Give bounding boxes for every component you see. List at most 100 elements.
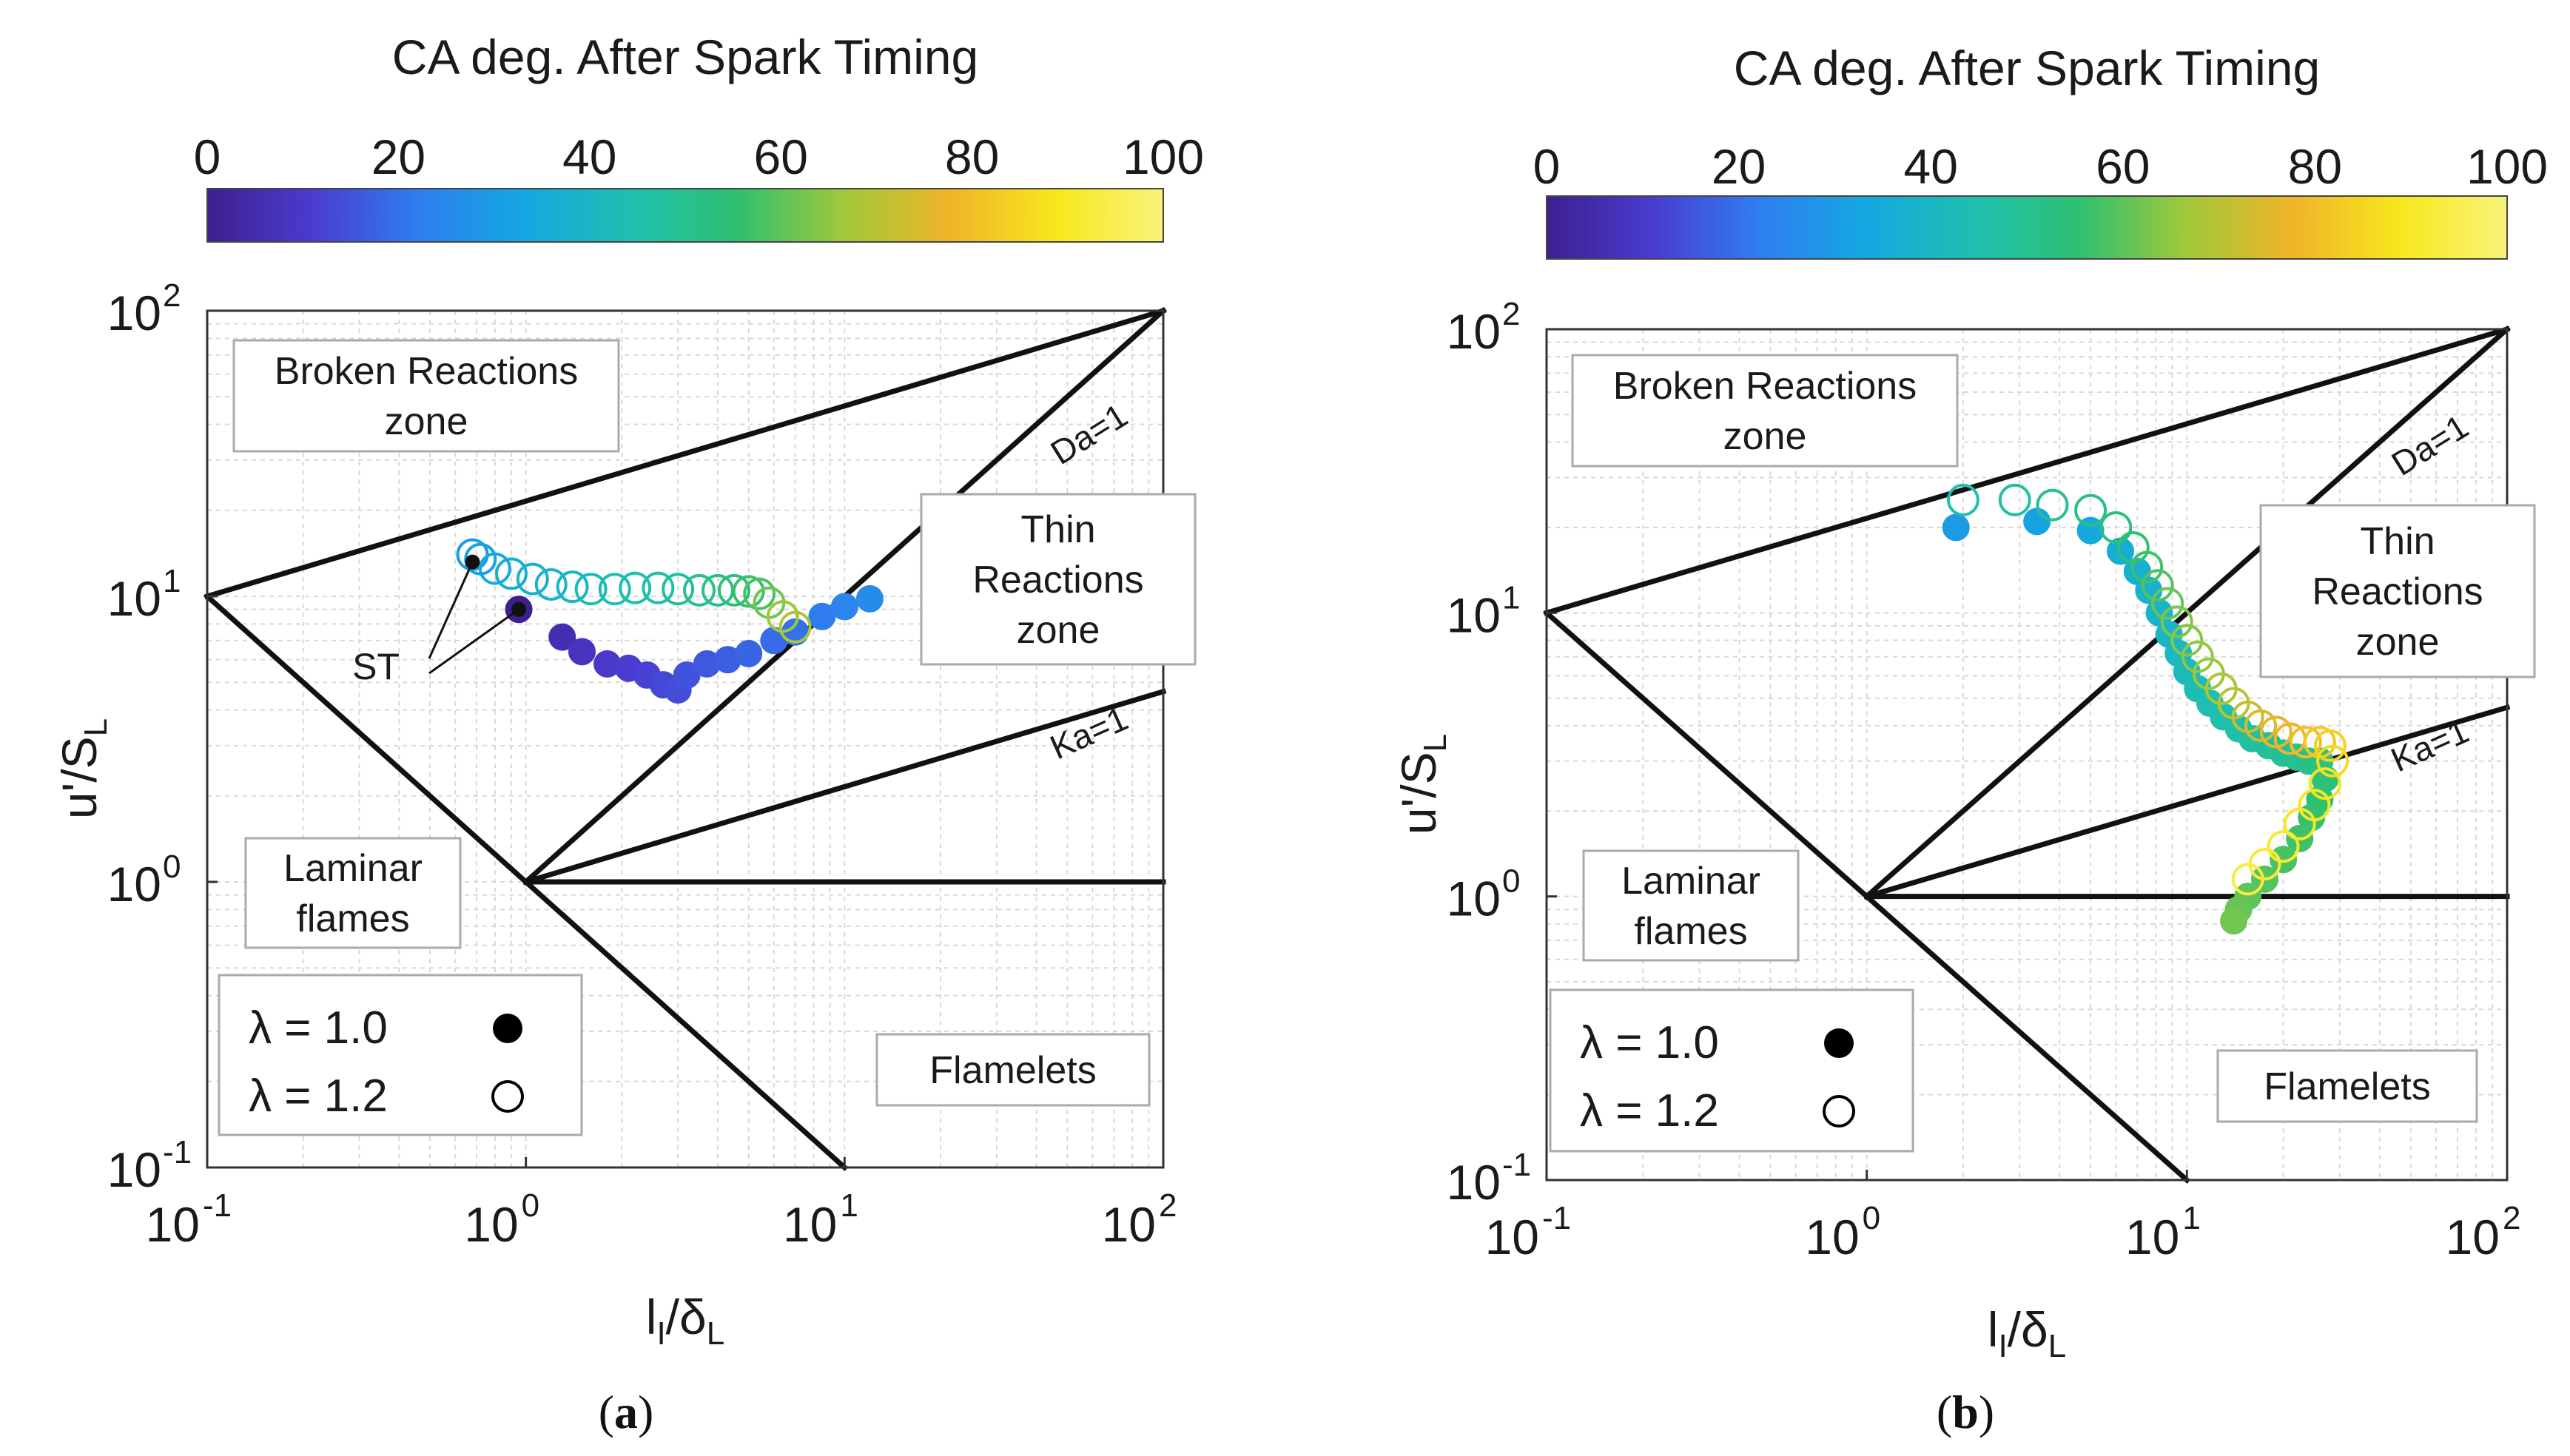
data-point	[494, 557, 528, 590]
data-point	[682, 573, 716, 607]
zone-box-frame	[2216, 1049, 2478, 1123]
zone-box: Flamelets	[2216, 1049, 2478, 1123]
y-tick-exponent: 0	[163, 849, 181, 885]
legend-label: λ = 1.2	[1580, 1085, 1719, 1136]
zone-label: Flamelets	[929, 1049, 1096, 1092]
zone-box: Broken Reactions zone	[1571, 354, 1959, 468]
data-point	[568, 638, 596, 666]
x-tick-label: 10 2	[1102, 1187, 1177, 1252]
data-point	[766, 600, 799, 633]
series-open	[1946, 483, 2349, 896]
start-annotation: ST	[352, 554, 527, 687]
data-point	[2267, 830, 2300, 863]
y-tick-label: 10 0	[107, 849, 181, 911]
data-point	[574, 573, 608, 606]
x-axis-label: lI/δL	[646, 1290, 724, 1352]
data-point	[2270, 846, 2298, 874]
data-point	[534, 568, 568, 601]
y-axis-label: u'/SL	[1391, 734, 1453, 835]
zone-box: Laminar flames	[244, 837, 462, 949]
y-tick-exponent: 2	[163, 277, 181, 314]
colorbar-tick-label: 20	[371, 129, 425, 184]
x-tick-exponent: -1	[203, 1187, 232, 1224]
data-point	[735, 639, 763, 667]
colorbar-gradient	[1546, 195, 2508, 260]
colorbar-tick-label: 20	[1712, 139, 1766, 194]
zone-label: flames	[296, 897, 409, 940]
y-tick-base: 10	[107, 857, 161, 911]
y-tick-exponent: 1	[163, 563, 181, 599]
y-tick-exponent: 1	[1502, 579, 1520, 616]
zone-box: Laminar flames	[1582, 849, 1800, 962]
data-point	[642, 571, 675, 604]
data-point	[2099, 510, 2133, 544]
data-point	[516, 562, 549, 596]
x-tick-label: 10 -1	[146, 1187, 232, 1252]
legend-frame	[1549, 988, 1914, 1153]
data-point	[830, 593, 858, 621]
legend-label: λ = 1.0	[1580, 1017, 1719, 1068]
zone-label: Thin	[1020, 508, 1095, 551]
zone-box: Broken Reactions zone	[232, 339, 620, 453]
zone-box: Flamelets	[875, 1033, 1151, 1107]
colorbar-tick-label: 60	[2096, 139, 2150, 194]
x-tick-exponent: 1	[840, 1187, 858, 1224]
colorbar-tick-label: 60	[753, 129, 807, 184]
legend: λ = 1.0 λ = 1.2	[1549, 988, 1914, 1153]
data-point	[2220, 907, 2248, 935]
x-tick-exponent: 0	[522, 1187, 539, 1224]
y-tick-label: 10 -1	[1447, 1147, 1532, 1210]
colorbar-tick-label: 40	[1903, 139, 1957, 194]
colorbar: CA deg. After Spark Timing 0 20 40 60 80 100	[194, 30, 1204, 243]
x-tick-label: 10 2	[2446, 1200, 2521, 1264]
x-tick-base: 10	[146, 1197, 200, 1252]
zone-label: Reactions	[972, 559, 1143, 601]
data-point	[2283, 807, 2316, 840]
y-tick-base: 10	[107, 286, 161, 340]
legend: λ = 1.0 λ = 1.2	[218, 974, 583, 1136]
x-tick-label: 10 -1	[1485, 1200, 1572, 1264]
colorbar-tick-label: 100	[1123, 129, 1204, 184]
data-point	[598, 573, 631, 606]
data-point	[732, 575, 765, 608]
data-point	[743, 577, 776, 610]
boundary-line-upper	[203, 307, 1167, 600]
y-tick-base: 10	[1447, 304, 1501, 359]
st-leader-line	[428, 608, 519, 675]
ka-1-line	[522, 688, 1167, 886]
data-point	[2308, 767, 2341, 801]
y-tick-base: 10	[1447, 587, 1501, 642]
y-axis-label: u'/SL	[52, 718, 114, 819]
axes-frame	[206, 309, 1165, 1169]
colorbar-tick-label: 0	[1533, 139, 1561, 194]
data-point	[2130, 550, 2164, 584]
data-point	[1946, 483, 1979, 516]
st-label: ST	[352, 646, 400, 687]
panel-label: (b)	[1937, 1386, 1994, 1438]
legend-marker-filled	[493, 1014, 522, 1043]
grid	[207, 311, 1163, 1167]
data-point	[619, 571, 652, 604]
data-point	[2170, 624, 2204, 657]
data-point	[778, 610, 812, 644]
y-tick-label: 10 -1	[107, 1134, 192, 1197]
zone-label: flames	[1634, 910, 1747, 953]
data-point	[717, 573, 750, 607]
colorbar-tick-label: 40	[562, 129, 616, 184]
colorbar-tick-label: 80	[945, 129, 999, 184]
zone-label: Reactions	[2312, 570, 2483, 613]
y-tick-base: 10	[1447, 872, 1501, 926]
x-tick-exponent: 2	[1159, 1187, 1177, 1224]
zone-box-frame	[244, 837, 462, 949]
y-tick-base: 10	[107, 571, 161, 626]
st-marker	[511, 601, 527, 617]
x-tick-base: 10	[464, 1197, 518, 1252]
colorbar-tick-label: 80	[2288, 139, 2342, 194]
data-point	[478, 552, 511, 585]
x-tick-base: 10	[2125, 1210, 2179, 1264]
data-point	[2313, 729, 2347, 762]
y-tick-label: 10 0	[1447, 863, 1521, 926]
zone-label: Broken Reactions	[275, 350, 578, 393]
